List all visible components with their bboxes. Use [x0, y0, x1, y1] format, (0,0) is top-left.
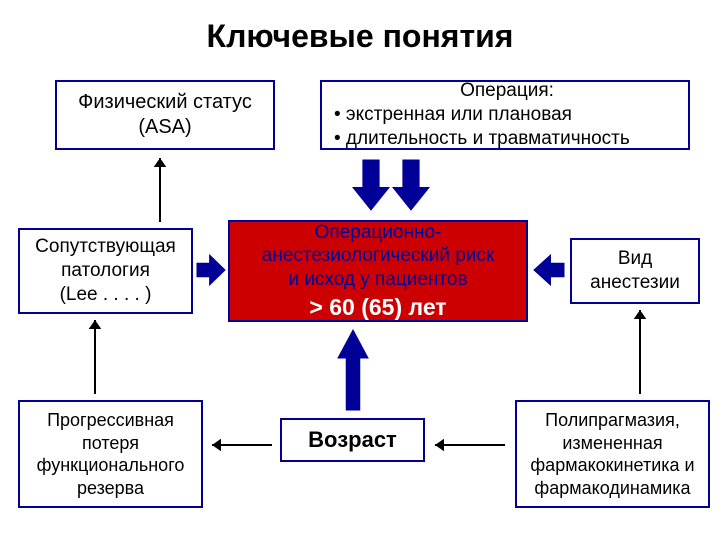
arrow-layer: [0, 0, 720, 540]
